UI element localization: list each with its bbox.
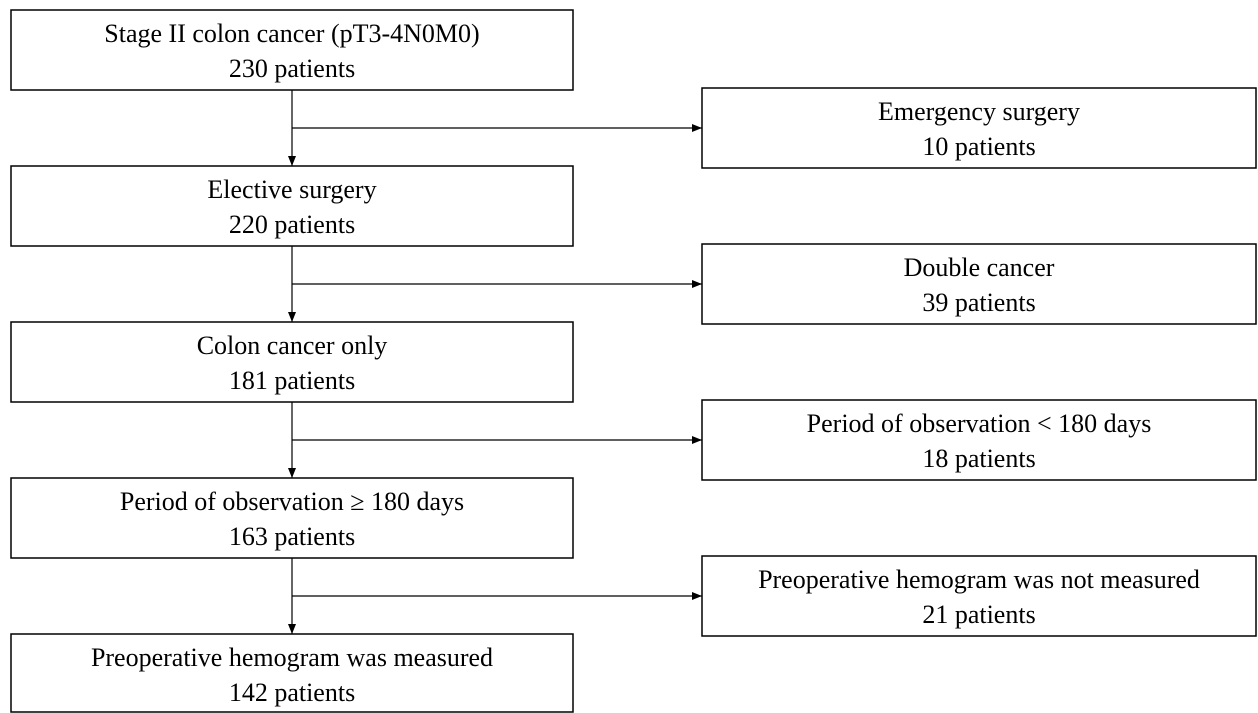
main-box — [10, 477, 574, 559]
main-text: Colon cancer only — [197, 331, 388, 360]
main-box — [10, 165, 574, 247]
excluded-text: 18 patients — [922, 444, 1035, 473]
main-text: Elective surgery — [207, 175, 376, 204]
main-text: 230 patients — [229, 54, 355, 83]
main-text: Preoperative hemogram was measured — [91, 643, 493, 672]
main-text: 181 patients — [229, 366, 355, 395]
excluded-text: Preoperative hemogram was not measured — [758, 565, 1200, 594]
excluded-text: 10 patients — [922, 132, 1035, 161]
excluded-box — [701, 87, 1257, 169]
main-box — [10, 321, 574, 403]
main-text: Stage II colon cancer (pT3-4N0M0) — [104, 19, 479, 48]
main-box — [10, 633, 574, 713]
excluded-text: Period of observation < 180 days — [807, 409, 1152, 438]
excluded-text: 21 patients — [922, 600, 1035, 629]
excluded-text: 39 patients — [922, 288, 1035, 317]
excluded-text: Double cancer — [904, 253, 1055, 282]
excluded-box — [701, 243, 1257, 325]
main-text: 142 patients — [229, 678, 355, 707]
excluded-text: Emergency surgery — [878, 97, 1080, 126]
excluded-box — [701, 555, 1257, 637]
excluded-box — [701, 399, 1257, 481]
main-text: 163 patients — [229, 522, 355, 551]
main-box — [10, 9, 574, 91]
main-text: Period of observation ≥ 180 days — [120, 487, 464, 516]
main-text: 220 patients — [229, 210, 355, 239]
